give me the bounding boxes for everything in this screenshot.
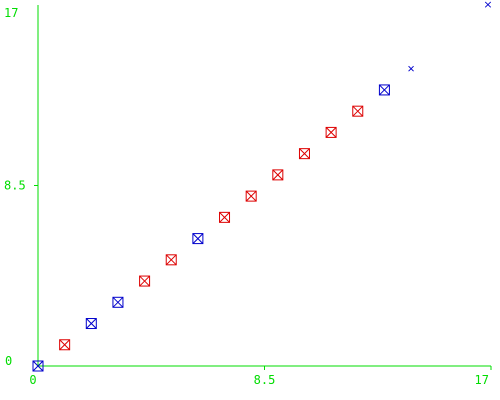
y-tick-label: 8.5 bbox=[4, 179, 26, 193]
data-point bbox=[59, 339, 71, 351]
x-tick-label: 8.5 bbox=[254, 373, 276, 387]
y-tick-label: 17 bbox=[4, 6, 18, 20]
tick-labels: 0 8.5 17 0 8.5 17 bbox=[4, 6, 489, 387]
data-point bbox=[245, 190, 257, 202]
data-point bbox=[32, 360, 44, 372]
data-point bbox=[139, 275, 151, 287]
data-point bbox=[219, 211, 231, 223]
data-point bbox=[112, 296, 124, 308]
data-point bbox=[298, 148, 310, 160]
data-point bbox=[325, 126, 337, 138]
y-tick-label: 0 bbox=[5, 354, 12, 368]
corner-x-marker: × bbox=[483, 0, 492, 11]
data-point bbox=[408, 65, 414, 72]
data-point bbox=[378, 84, 390, 96]
data-point bbox=[192, 233, 204, 245]
axis-ticks bbox=[34, 185, 492, 370]
x-tick-label: 0 bbox=[29, 373, 36, 387]
data-point bbox=[165, 254, 177, 266]
data-point bbox=[352, 105, 364, 117]
data-points bbox=[32, 65, 414, 372]
data-point bbox=[85, 318, 97, 330]
x-tick-label: 17 bbox=[475, 373, 489, 387]
data-point bbox=[272, 169, 284, 181]
